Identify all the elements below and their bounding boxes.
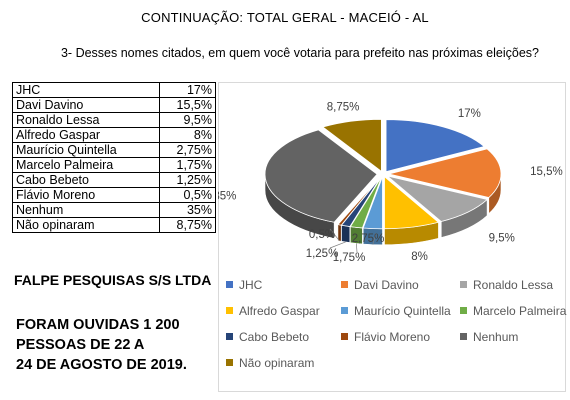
candidate-percent: 1,75% <box>159 157 216 173</box>
table-row: Davi Davino 15,5% <box>12 97 216 113</box>
candidate-name: Cabo Bebeto <box>12 172 160 188</box>
candidate-percent: 8,75% <box>159 217 216 233</box>
candidate-percent: 15,5% <box>159 97 216 113</box>
label-leader-line <box>356 243 358 253</box>
data-label: 2,75% <box>352 233 385 245</box>
pie-slice <box>321 118 382 173</box>
table-row: Marcelo Palmeira 1,75% <box>12 157 216 173</box>
legend-label: JHC <box>239 278 263 292</box>
legend-label: Maurício Quintella <box>354 304 451 318</box>
chart-frame <box>218 82 566 392</box>
candidate-name: Marcelo Palmeira <box>12 157 160 173</box>
pie-slice <box>337 176 382 226</box>
legend-swatch <box>341 333 348 340</box>
candidate-percent: 2,75% <box>159 142 216 158</box>
candidate-percent: 35% <box>159 202 216 218</box>
candidate-percent: 8% <box>159 127 216 143</box>
pie-slice <box>264 129 378 223</box>
pie-slice <box>388 148 502 199</box>
table-row: Flávio Moreno 0,5% <box>12 187 216 203</box>
candidate-percent: 9,5% <box>159 112 216 128</box>
legend-swatch <box>226 307 233 314</box>
data-label: 0,5% <box>309 229 335 241</box>
legend-label: Alfredo Gaspar <box>239 304 320 318</box>
legend-label: Marcelo Palmeira <box>473 304 567 318</box>
legend-swatch <box>341 281 348 288</box>
legend-item: Cabo Bebeto <box>226 330 309 344</box>
pie-slice <box>349 176 383 229</box>
legend-swatch <box>341 307 348 314</box>
legend-item: Davi Davino <box>341 278 419 292</box>
pie-slice <box>385 119 486 173</box>
legend-swatch <box>226 281 233 288</box>
legend-label: Cabo Bebeto <box>239 330 310 344</box>
candidate-name: JHC <box>12 82 160 98</box>
table-row: Não opinaram 8,75% <box>12 217 216 233</box>
data-label: 17% <box>458 108 481 120</box>
label-leader-line <box>372 232 377 245</box>
pie-side-walls <box>264 173 502 246</box>
company-name: FALPE PESQUISAS S/S LTDA <box>14 272 212 288</box>
data-label: 1,25% <box>306 248 339 260</box>
candidate-percent: 0,5% <box>159 187 216 203</box>
data-label: 35% <box>218 190 236 202</box>
legend-item: Marcelo Palmeira <box>460 304 566 318</box>
data-label: 8,75% <box>327 101 360 113</box>
candidate-percent: 17% <box>159 82 216 98</box>
legend-item: Flávio Moreno <box>341 330 430 344</box>
pie-slice <box>384 175 440 230</box>
pie-slice-side <box>337 224 342 242</box>
legend-label: Flávio Moreno <box>354 330 431 344</box>
table-row: Ronaldo Lessa 9,5% <box>12 112 216 128</box>
pie-slice-side <box>341 224 351 243</box>
legend-swatch <box>460 307 467 314</box>
legend-item: Não opinaram <box>226 356 314 370</box>
pie-chart: 17% 15,5% 9,5% 8% 2,75% 1,75%1,25% 0,5% 35% 8,75… <box>218 101 563 264</box>
legend-label: Ronaldo Lessa <box>473 278 554 292</box>
candidate-name: Maurício Quintella <box>12 142 160 158</box>
candidate-name: Nenhum <box>12 202 160 218</box>
pie-slice <box>362 176 383 230</box>
table-row: Nenhum 35% <box>12 202 216 218</box>
label-leader-line <box>329 241 346 249</box>
legend-label: Não opinaram <box>239 356 315 370</box>
table-row: Alfredo Gaspar 8% <box>12 127 216 143</box>
legend-label: Nenhum <box>473 330 519 344</box>
candidate-percent: 1,25% <box>159 172 216 188</box>
data-label: 8% <box>411 251 428 263</box>
question-text: 3- Desses nomes citados, em quem você vo… <box>60 46 539 60</box>
candidate-name: Ronaldo Lessa <box>12 112 160 128</box>
data-label: 15,5% <box>530 166 563 178</box>
candidate-name: Flávio Moreno <box>12 187 160 203</box>
legend-item: JHC <box>226 278 262 292</box>
table-row: Maurício Quintella 2,75% <box>12 142 216 158</box>
candidate-name: Alfredo Gaspar <box>12 127 160 143</box>
candidate-name: Davi Davino <box>12 97 160 113</box>
legend-swatch <box>226 333 233 340</box>
legend-label: Davi Davino <box>354 278 419 292</box>
label-leader-line <box>329 228 340 242</box>
data-label: 9,5% <box>489 233 515 245</box>
legend-swatch <box>460 333 467 340</box>
legend-swatch <box>460 281 467 288</box>
results-table: JHC 17% Davi Davino 15,5% Ronaldo Lessa 9,5% A… <box>12 82 216 233</box>
page-title: CONTINUAÇÃO: TOTAL GERAL - MACEIÓ - AL <box>141 10 429 25</box>
table-row: Cabo Bebeto 1,25% <box>12 172 216 188</box>
legend-item: Alfredo Gaspar <box>226 304 320 318</box>
survey-note: FORAM OUVIDAS 1 200 PESSOAS DE 22 A 24 D… <box>16 317 187 373</box>
table-row: JHC 17% <box>12 82 216 98</box>
legend-swatch <box>226 359 233 366</box>
legend-item: Ronaldo Lessa <box>460 278 553 292</box>
legend-item: Nenhum <box>460 330 518 344</box>
legend-item: Maurício Quintella <box>341 304 451 318</box>
pie-slice <box>387 175 488 222</box>
data-label: 1,75% <box>333 252 366 264</box>
candidate-name: Não opinaram <box>12 217 160 233</box>
